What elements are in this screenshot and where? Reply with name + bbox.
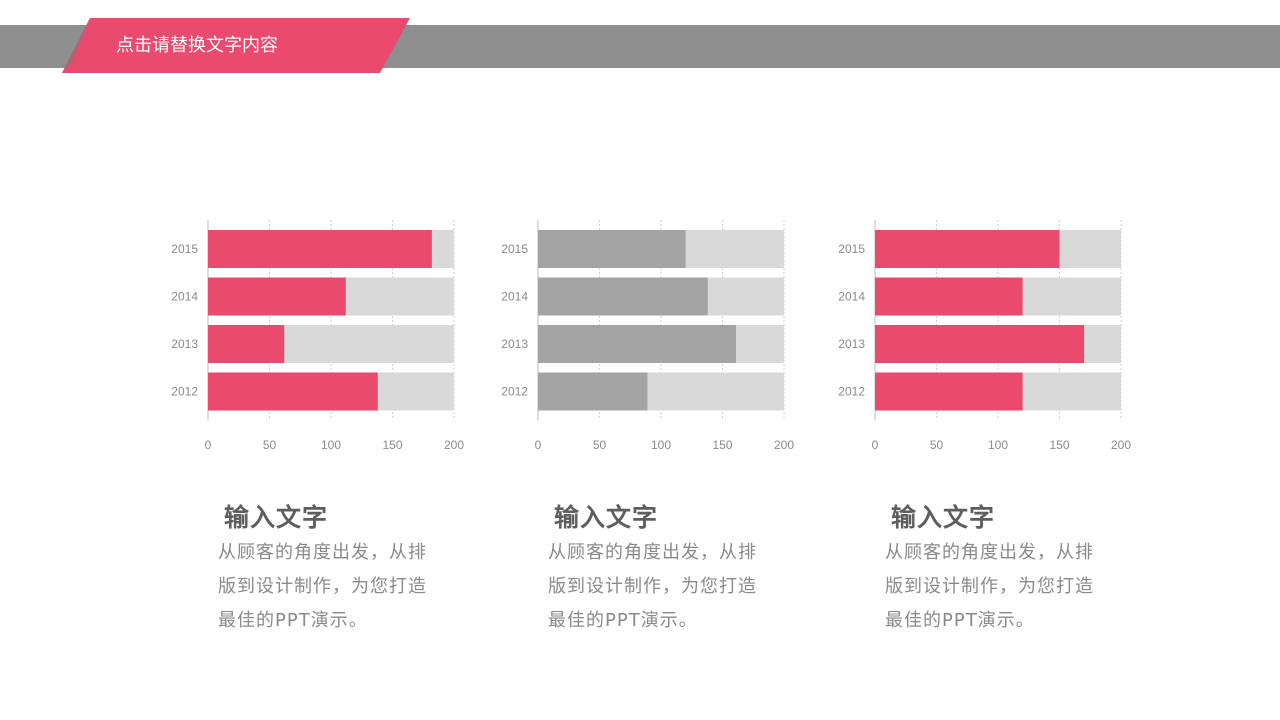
caption-body-3[interactable]: 从顾客的角度出发，从排版到设计制作，为您打造最佳的PPT演示。	[885, 542, 1094, 631]
chart-1-tick-label: 100	[321, 438, 341, 452]
chart-2-bar	[538, 325, 737, 363]
chart-1-tick-label: 0	[205, 438, 212, 452]
caption-title-1[interactable]: 输入文字	[224, 503, 329, 532]
chart-3-tick-label: 150	[1049, 438, 1069, 452]
chart-1-tick-label: 150	[382, 438, 402, 452]
chart-1-category-label: 2014	[171, 290, 198, 304]
chart-3-tick-label: 200	[1111, 438, 1131, 452]
chart-3-tick-label: 100	[988, 438, 1008, 452]
chart-3-category-label: 2013	[838, 337, 865, 351]
chart-1-tick-label: 200	[444, 438, 464, 452]
chart-2-bar	[538, 372, 648, 411]
chart-2-tick-label: 50	[593, 438, 607, 452]
chart-1-category-label: 2012	[171, 385, 198, 399]
chart-2-category-label: 2015	[501, 242, 528, 256]
chart-1-category-label: 2013	[171, 337, 198, 351]
page-title[interactable]: 点击请替换文字内容	[116, 35, 278, 56]
chart-3-tick-label: 0	[872, 438, 879, 452]
chart-2-tick-label: 0	[535, 438, 542, 452]
chart-1-bar	[208, 277, 346, 316]
caption-title-3[interactable]: 输入文字	[891, 503, 996, 532]
chart-2-category-label: 2012	[501, 385, 528, 399]
chart-3-category-label: 2012	[838, 385, 865, 399]
chart-3-category-label: 2015	[838, 242, 865, 256]
chart-2-bar	[538, 230, 686, 268]
chart-1-tick-label: 50	[263, 438, 277, 452]
chart-2-tick-label: 200	[774, 438, 794, 452]
chart-2-category-label: 2014	[501, 290, 528, 304]
chart-2-tick-label: 100	[651, 438, 671, 452]
chart-2-tick-label: 150	[712, 438, 732, 452]
chart-1-bar	[208, 230, 432, 268]
title-tab-shape	[62, 18, 410, 73]
chart-3-bar	[875, 230, 1060, 268]
chart-3-bar	[875, 372, 1023, 411]
chart-1-bar	[208, 325, 285, 363]
chart-1-bar	[208, 372, 378, 411]
chart-3-bar	[875, 277, 1023, 316]
caption-body-2[interactable]: 从顾客的角度出发，从排版到设计制作，为您打造最佳的PPT演示。	[548, 542, 757, 631]
chart-3-tick-label: 50	[930, 438, 944, 452]
chart-2-category-label: 2013	[501, 337, 528, 351]
caption-title-2[interactable]: 输入文字	[554, 503, 659, 532]
chart-3-bar	[875, 325, 1085, 363]
caption-body-1[interactable]: 从顾客的角度出发，从排版到设计制作，为您打造最佳的PPT演示。	[218, 542, 427, 631]
chart-1-category-label: 2015	[171, 242, 198, 256]
chart-3-category-label: 2014	[838, 290, 865, 304]
chart-2-bar	[538, 277, 708, 316]
